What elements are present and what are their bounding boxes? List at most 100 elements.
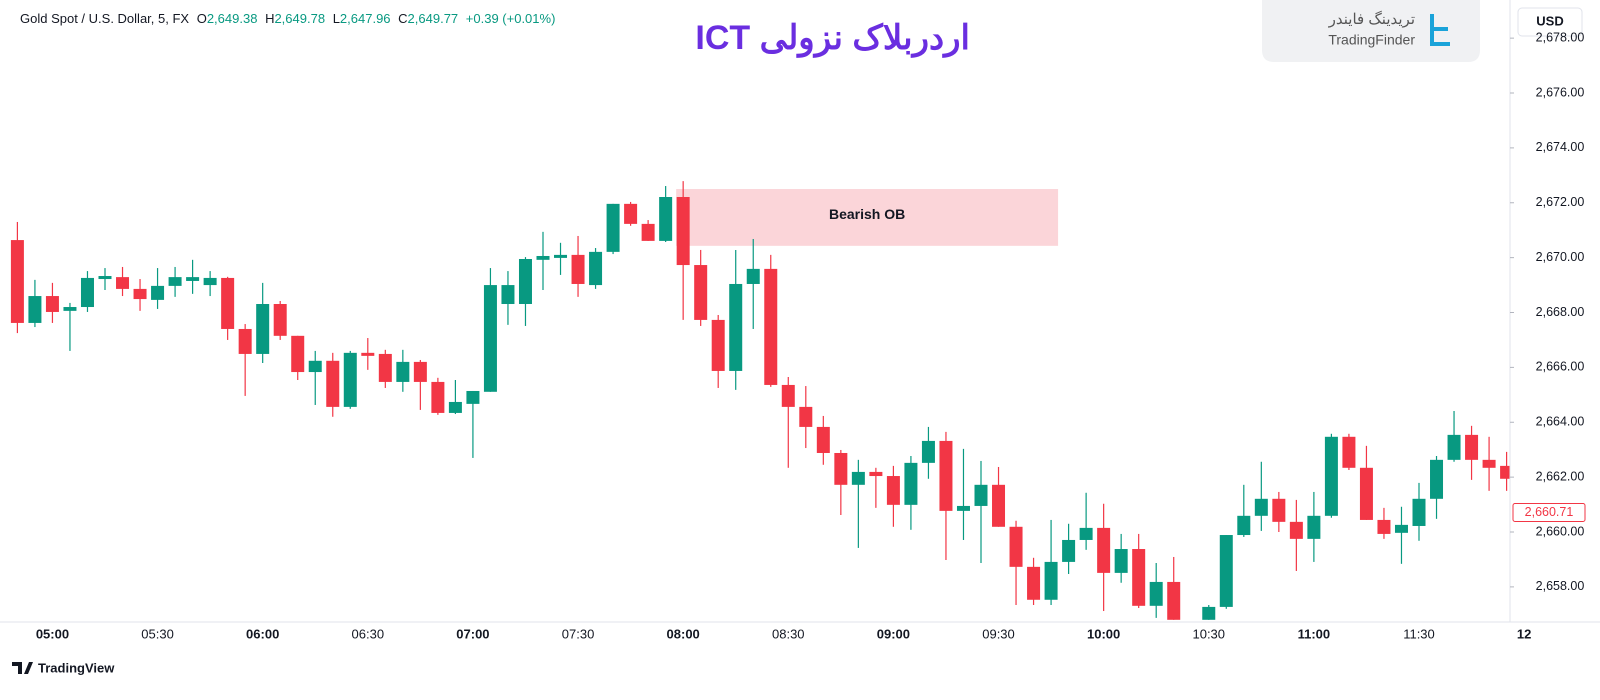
candle-body [764, 268, 778, 385]
x-tick-label: 11:00 [1298, 626, 1331, 641]
y-tick-label: 2,676.00 [1536, 85, 1585, 99]
currency: USD [1536, 13, 1563, 28]
candle-body [1342, 436, 1356, 468]
candle-body [536, 255, 550, 260]
x-tick-label: 06:30 [352, 626, 385, 641]
ohlc-value: 2,649.78 [274, 11, 325, 26]
candle-body [676, 196, 690, 266]
candle-body [448, 401, 462, 413]
candle-body [1500, 465, 1510, 479]
watermark-box [1262, 0, 1480, 62]
zone [676, 189, 1059, 246]
candle-body [1149, 581, 1163, 606]
x-tick-label: 09:00 [877, 626, 910, 641]
candle-body [1237, 515, 1251, 536]
candle-body [1079, 527, 1093, 540]
candle-body [554, 254, 568, 258]
y-tick-label: 2,672.00 [1536, 195, 1585, 209]
candle-body [413, 361, 427, 382]
x-tick-label: 12 [1517, 626, 1531, 641]
candle-body [729, 283, 743, 371]
candle-body [1377, 519, 1391, 534]
candle-body [571, 254, 585, 284]
candle-body [904, 462, 918, 505]
candle-body [256, 304, 270, 354]
footer-text: TradingView [38, 660, 115, 675]
candle-body [151, 285, 165, 300]
candle-body [1289, 521, 1303, 539]
candle-body [133, 288, 147, 300]
plot-area: Bearish OB [10, 181, 1510, 620]
candle-body [1394, 524, 1408, 533]
candle-body [1359, 467, 1373, 520]
candle-body [431, 381, 445, 413]
candle-body [28, 296, 42, 323]
candle-body [851, 471, 865, 485]
candle-body [1027, 566, 1041, 600]
y-tick-label: 2,674.00 [1536, 140, 1585, 154]
ohlc-value: 2,647.96 [340, 11, 391, 26]
candle-body [641, 223, 655, 241]
last-price-tag [1512, 503, 1586, 523]
candle-body [361, 352, 375, 356]
candle-body [1097, 527, 1111, 573]
candle-body [974, 484, 988, 506]
ohlc-key: O [197, 11, 207, 26]
candle-body [886, 476, 900, 505]
footer-logo [12, 662, 33, 674]
candle-body [308, 360, 322, 373]
candle-body [1114, 549, 1128, 573]
candle-body [45, 296, 59, 312]
candle-body [273, 304, 287, 336]
y-tick-label: 2,662.00 [1536, 469, 1585, 483]
candle-body [343, 352, 357, 407]
candle-body [781, 384, 795, 407]
candle-body [80, 277, 94, 308]
candle-body [694, 265, 708, 320]
ohlc-key: L [333, 11, 340, 26]
watermark: تریدینگ فایندر TradingFinder [1262, 0, 1480, 62]
y-tick-label: 2,670.00 [1536, 250, 1585, 264]
x-tick-label: 07:00 [456, 626, 489, 641]
y-tick-label: 2,666.00 [1536, 360, 1585, 374]
candle-body [483, 285, 497, 392]
candle-body [992, 484, 1006, 527]
candle-body [659, 196, 673, 241]
x-tick-label: 07:30 [562, 626, 595, 641]
watermark-fa: تریدینگ فایندر [1328, 10, 1415, 28]
x-tick-label: 11:30 [1403, 626, 1435, 641]
ohlc-value: 2,649.77 [408, 11, 459, 26]
y-tick-label: 2,668.00 [1536, 305, 1585, 319]
candle-body [1009, 526, 1023, 567]
watermark-logo [1430, 14, 1450, 46]
candle-body [799, 406, 813, 427]
candle-body [1044, 561, 1058, 600]
candle-body [1272, 498, 1286, 522]
candle-body [1254, 498, 1268, 516]
currency-box [1517, 7, 1583, 37]
candle-body [589, 251, 603, 286]
candle-body [518, 259, 532, 305]
candle-body [1430, 459, 1444, 499]
last-price-label: 2,660.71 [1525, 505, 1574, 519]
candle-body [466, 390, 480, 404]
footer: TradingView [12, 660, 115, 675]
candle-body [1307, 515, 1321, 539]
symbol: Gold Spot / U.S. Dollar, 5, FX [20, 11, 189, 26]
candle-body [816, 426, 830, 453]
candle-body [221, 277, 235, 329]
candle-body [238, 328, 252, 354]
ohlc-key: H [265, 11, 274, 26]
header: Gold Spot / U.S. Dollar, 5, FX O2,649.38… [20, 11, 555, 26]
candle-body [1412, 498, 1426, 526]
candle-body [501, 285, 515, 305]
candle-body [834, 452, 848, 485]
y-tick-label: 2,678.00 [1536, 30, 1585, 44]
candle-body [326, 360, 340, 407]
candle-body [10, 240, 24, 323]
candle-body [939, 440, 953, 511]
candle-body [1062, 539, 1076, 562]
candle-body [711, 319, 725, 371]
candle-body [63, 307, 77, 311]
chart-title: اردربلاک نزولی ICT [695, 19, 970, 58]
